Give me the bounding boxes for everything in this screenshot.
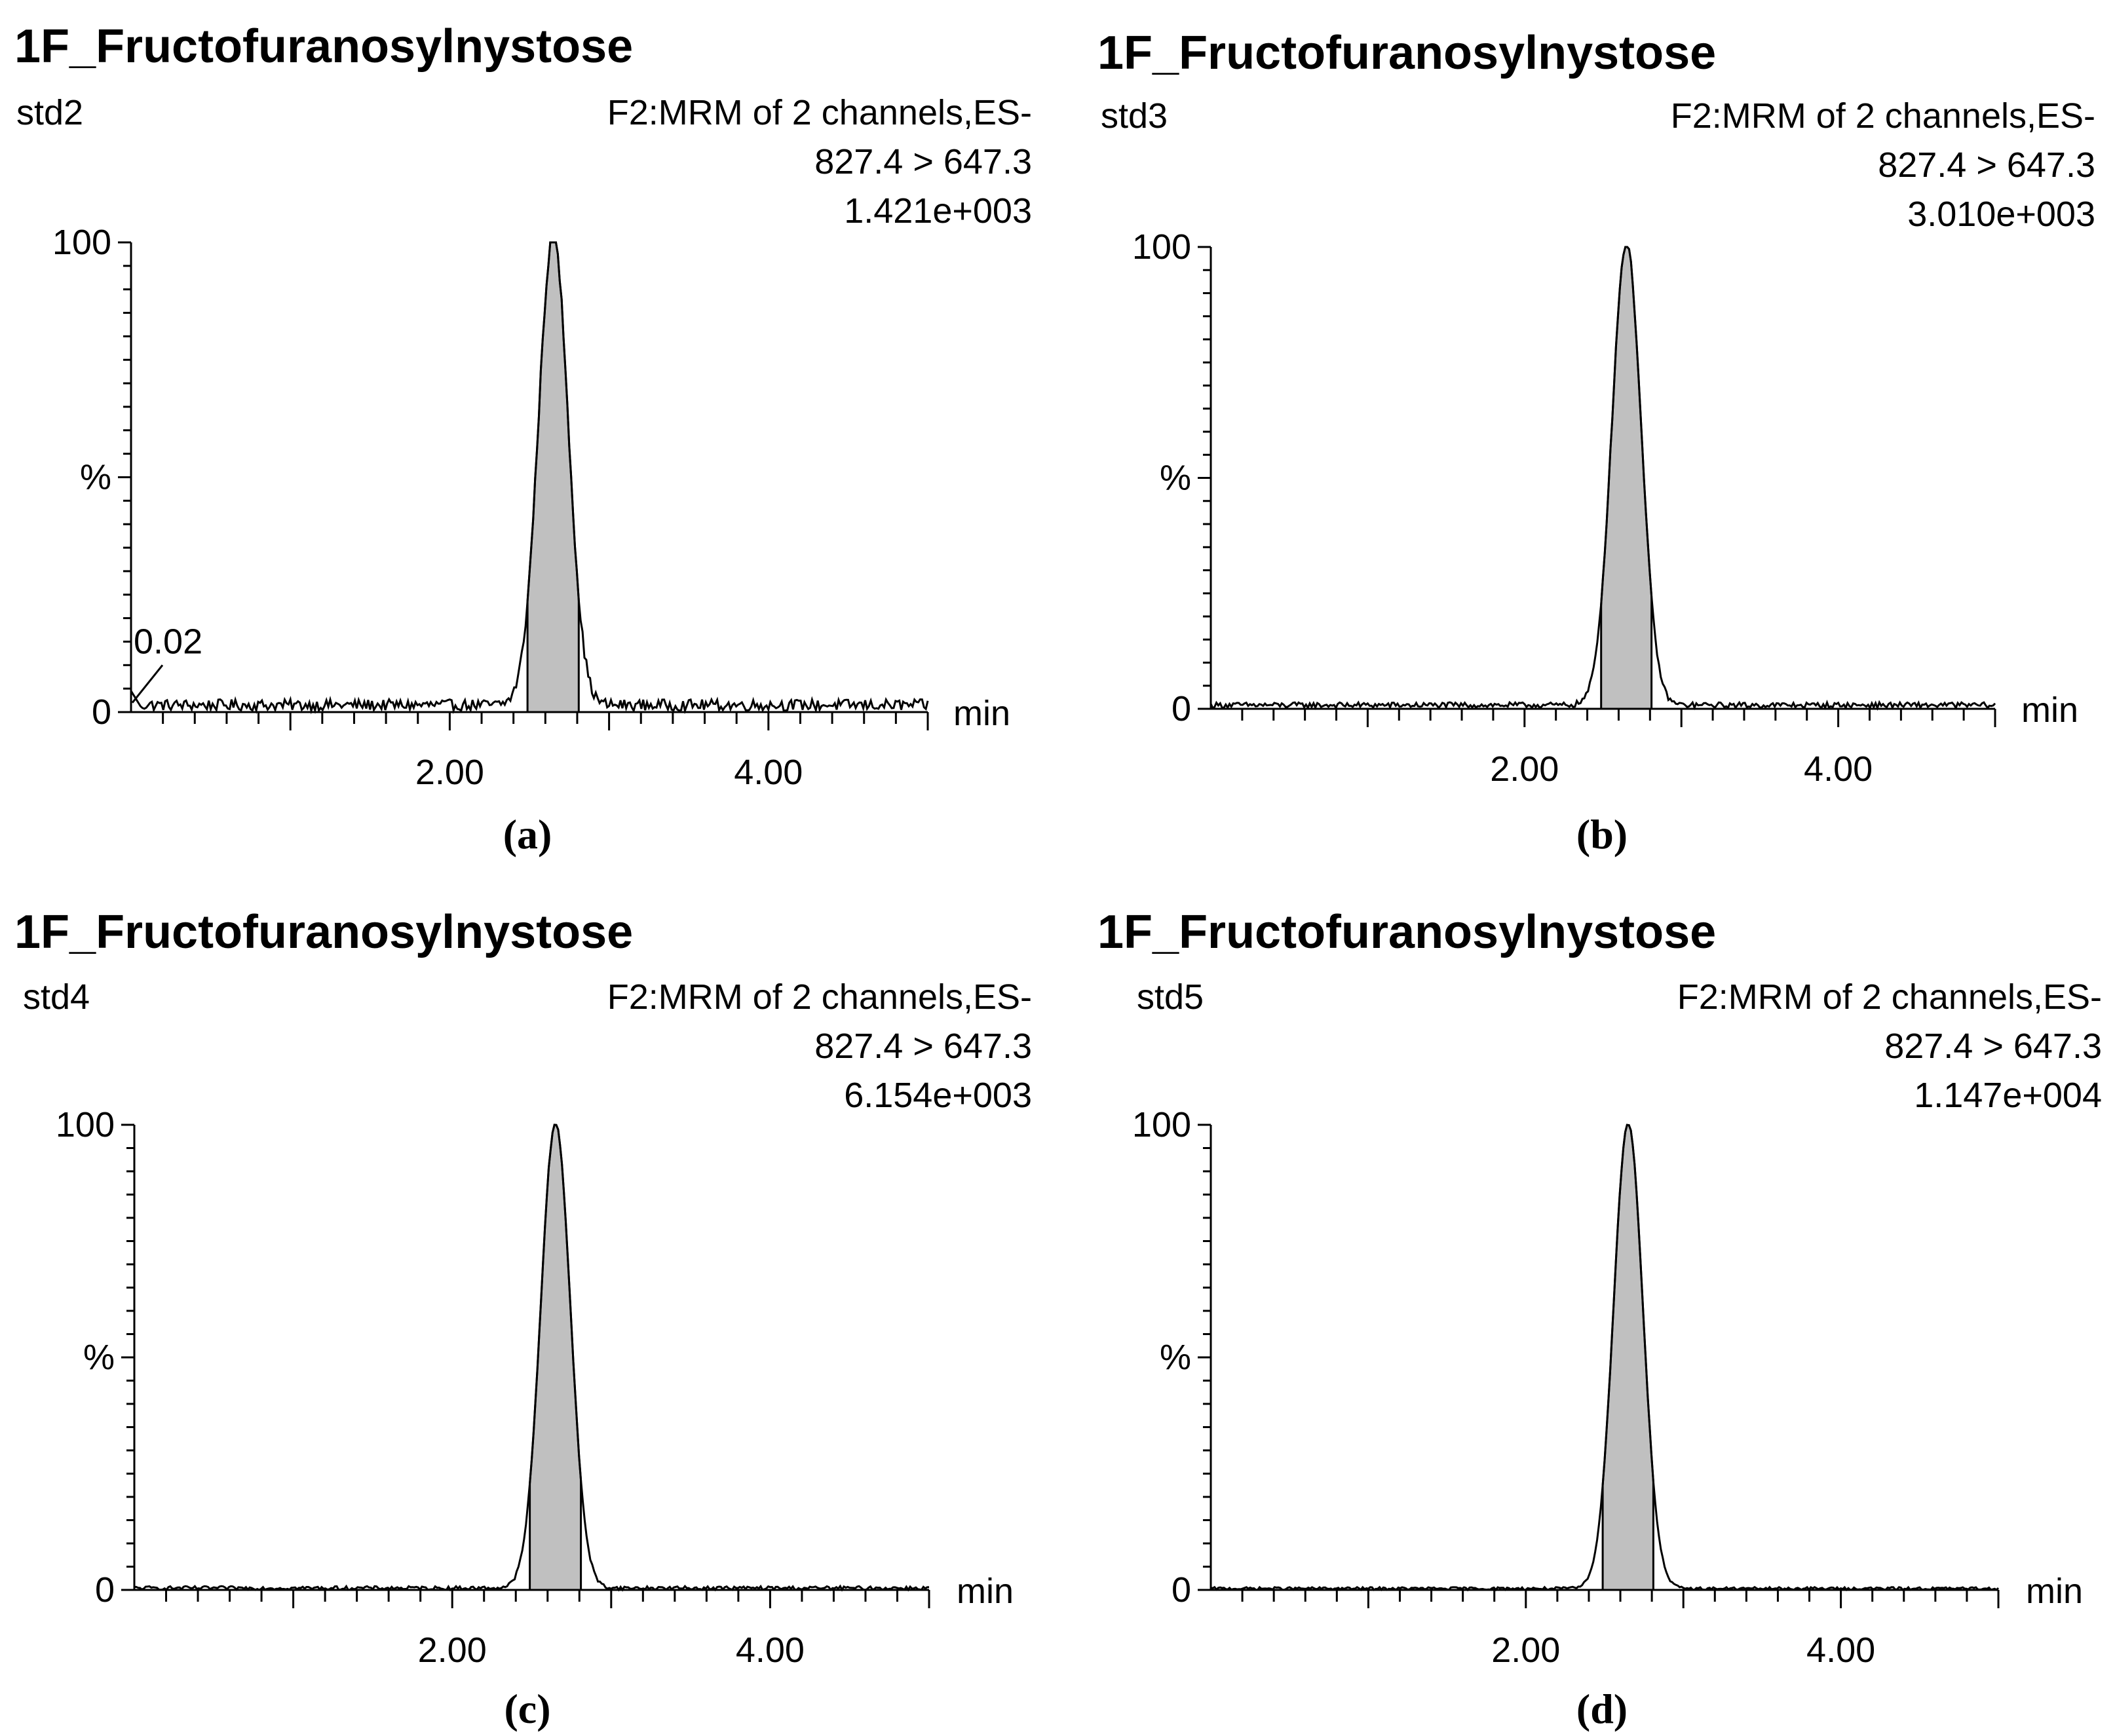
panel-b-y-tick-label-100: 100 [1132, 227, 1191, 267]
panel-b-title: 1F_Fructofuranosylnystose [1097, 27, 1716, 79]
panel-b-sample-label: std3 [1101, 96, 1168, 136]
panel-d-trace-line [1210, 1123, 2000, 1592]
panel-b-transition-label: 827.4 > 647.3 [1878, 145, 2095, 185]
panel-c-x-tick-label: 2.00 [418, 1631, 487, 1670]
panel-d-transition-label: 827.4 > 647.3 [1884, 1027, 2102, 1066]
panel-b-function-label: F2:MRM of 2 channels,ES- [1671, 96, 2095, 136]
panel-c-transition-label: 827.4 > 647.3 [814, 1027, 1032, 1066]
panel-c-sample-label: std4 [23, 977, 90, 1017]
panel-a-x-axis-label: min [953, 694, 1010, 733]
panel-d-x-axis-label: min [2026, 1572, 2083, 1611]
panel-a-sample-label: std2 [16, 93, 83, 132]
panel-b-x-axis-label: min [2021, 690, 2078, 730]
panel-a-caption: (a) [503, 811, 552, 858]
panel-a-intensity-label: 1.421e+003 [844, 191, 1032, 231]
panel-a-x-tick-label: 4.00 [734, 753, 803, 792]
panel-b-intensity-label: 3.010e+003 [1907, 195, 2095, 234]
panel-c-function-label: F2:MRM of 2 channels,ES- [607, 977, 1032, 1017]
panel-a-function-label: F2:MRM of 2 channels,ES- [607, 93, 1032, 132]
panel-d-y-axis-label: % [1160, 1338, 1191, 1377]
panel-d-sample-label: std5 [1137, 977, 1204, 1017]
panel-c-y-tick-label-100: 100 [56, 1105, 115, 1144]
panel-d-caption: (d) [1576, 1686, 1628, 1732]
panel-d-x-tick-label: 4.00 [1806, 1631, 1875, 1670]
panel-c-intensity-label: 6.154e+003 [844, 1076, 1032, 1115]
panel-a-annotation-label: 0.02 [134, 622, 202, 661]
panel-d-y-tick-label-100: 100 [1132, 1105, 1191, 1144]
panel-a-title: 1F_Fructofuranosylnystose [14, 20, 633, 73]
panel-d-title: 1F_Fructofuranosylnystose [1097, 906, 1716, 958]
panel-b-y-tick-label-0: 0 [1172, 689, 1191, 728]
panel-c-trace-line [134, 1123, 930, 1592]
panel-b-caption: (b) [1576, 811, 1628, 858]
panel-d-x-tick-label: 2.00 [1491, 1631, 1560, 1670]
panel-c-x-tick-label: 4.00 [736, 1631, 805, 1670]
panel-a-y-tick-label-100: 100 [52, 223, 111, 262]
panel-a-transition-label: 827.4 > 647.3 [814, 142, 1032, 181]
panel-a-y-tick-label-0: 0 [92, 692, 111, 732]
panel-c-y-axis-label: % [83, 1338, 115, 1377]
panel-a-annotation-pointer [131, 664, 164, 704]
panel-d-y-tick-label-0: 0 [1172, 1570, 1191, 1610]
panel-b-y-axis-label: % [1160, 459, 1191, 498]
panel-a-x-tick-label: 2.00 [415, 753, 484, 792]
panel-c-y-tick-label-0: 0 [95, 1570, 115, 1610]
panel-d-function-label: F2:MRM of 2 channels,ES- [1677, 977, 2102, 1017]
panel-d-intensity-label: 1.147e+004 [1914, 1076, 2102, 1115]
panel-c-title: 1F_Fructofuranosylnystose [14, 906, 633, 958]
panel-b-trace-line [1210, 246, 1996, 711]
panel-a-trace-line [130, 241, 929, 715]
panel-b-x-tick-label: 2.00 [1490, 749, 1559, 789]
panel-a-y-axis-label: % [80, 458, 111, 497]
panel-c-caption: (c) [504, 1686, 550, 1732]
panel-c-x-axis-label: min [957, 1572, 1014, 1611]
panel-b-x-tick-label: 4.00 [1804, 749, 1873, 789]
